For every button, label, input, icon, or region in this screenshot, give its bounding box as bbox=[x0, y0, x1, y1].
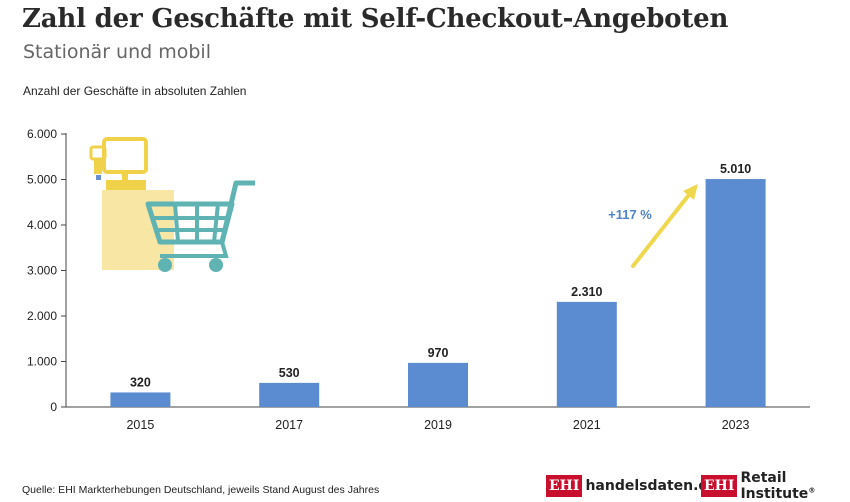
ehi-retail-institute-logo[interactable]: EHI Retail Institute® bbox=[701, 470, 850, 502]
self-checkout-cart-icon bbox=[89, 137, 255, 272]
retail-institute-name: Retail Institute bbox=[740, 470, 809, 502]
bar-2017 bbox=[259, 382, 320, 407]
bar-value-label: 2.310 bbox=[571, 285, 602, 299]
source-note: Quelle: EHI Markterhebungen Deutschland,… bbox=[22, 484, 380, 496]
bar-2015 bbox=[110, 392, 171, 407]
x-tick-label: 2023 bbox=[722, 418, 750, 432]
y-tick-label: 0 bbox=[50, 400, 57, 414]
growth-arrow bbox=[631, 194, 690, 268]
bar-2023 bbox=[705, 179, 766, 407]
ehi-badge: EHI bbox=[546, 475, 583, 497]
y-tick-label: 3.000 bbox=[27, 264, 57, 278]
y-tick-label: 4.000 bbox=[27, 218, 57, 232]
chart-subtitle: Stationär und mobil bbox=[23, 41, 211, 63]
handelsdaten-text: handelsdaten.de bbox=[585, 478, 718, 494]
bar-2019 bbox=[408, 362, 468, 407]
growth-annotation: +117 % bbox=[608, 207, 652, 222]
bar-chart: 0 1.000 2.000 3.000 4.000 5.000 6.000 320 2015 53… bbox=[27, 127, 810, 432]
bar-value-label: 970 bbox=[428, 346, 449, 360]
x-tick-label: 2021 bbox=[573, 418, 601, 432]
bar-value-label: 320 bbox=[130, 375, 151, 389]
y-tick-label: 2.000 bbox=[27, 309, 57, 323]
registered-mark: ® bbox=[808, 486, 816, 495]
bar-value-label: 530 bbox=[279, 366, 300, 380]
x-tick-label: 2017 bbox=[275, 418, 303, 432]
x-tick-label: 2019 bbox=[424, 418, 452, 432]
y-tick-label: 5.000 bbox=[27, 173, 57, 187]
y-tick-label: 6.000 bbox=[27, 127, 57, 141]
y-axis-caption: Anzahl der Geschäfte in absoluten Zahlen bbox=[23, 84, 247, 98]
ehi-badge: EHI bbox=[701, 475, 738, 497]
retail-institute-text: Retail Institute® bbox=[740, 470, 850, 502]
bar-2021 bbox=[556, 301, 617, 407]
y-tick-label: 1.000 bbox=[27, 355, 57, 369]
bar-value-label: 5.010 bbox=[720, 162, 751, 176]
x-tick-label: 2015 bbox=[126, 418, 154, 432]
chart-title: Zahl der Geschäfte mit Self-Checkout-Ang… bbox=[22, 4, 729, 34]
growth-arrowhead bbox=[683, 184, 698, 200]
handelsdaten-logo[interactable]: EHI handelsdaten.de bbox=[546, 474, 718, 498]
